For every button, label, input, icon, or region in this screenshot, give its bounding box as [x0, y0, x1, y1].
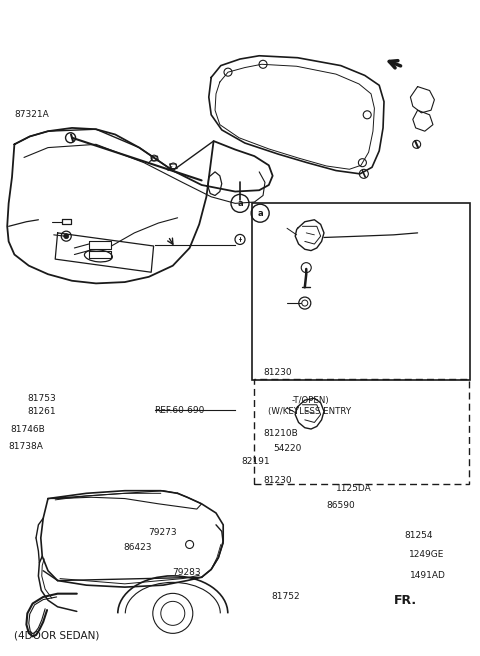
Text: FR.: FR. [394, 594, 417, 607]
Text: 81210B: 81210B [263, 429, 298, 438]
Bar [252, 203, 470, 380]
Text: 81261: 81261 [28, 407, 57, 416]
Text: 87321A: 87321A [14, 110, 49, 119]
Text: 1125DA: 1125DA [336, 484, 372, 493]
Text: 81746B: 81746B [11, 425, 45, 434]
Text: REF.60-690: REF.60-690 [155, 406, 205, 415]
Circle shape [64, 234, 69, 239]
Text: 81753: 81753 [28, 394, 57, 403]
Text: 86590: 86590 [326, 501, 355, 510]
Text: 81254: 81254 [404, 531, 432, 540]
Text: a: a [257, 209, 263, 218]
Text: a: a [237, 199, 243, 208]
Bar [254, 379, 469, 484]
Text: 81230: 81230 [263, 368, 292, 377]
Text: 79273: 79273 [148, 528, 177, 537]
Text: 1491AD: 1491AD [410, 571, 446, 581]
Text: 81738A: 81738A [9, 441, 44, 451]
Text: 1249GE: 1249GE [409, 550, 445, 559]
Text: 81230: 81230 [263, 476, 292, 485]
Text: 54220: 54220 [274, 444, 302, 453]
Text: 79283: 79283 [172, 567, 201, 577]
Text: 81752: 81752 [271, 592, 300, 602]
Text: 82191: 82191 [241, 457, 270, 466]
Text: (W/KEYLESS ENTRY: (W/KEYLESS ENTRY [268, 407, 351, 416]
Text: (4DOOR SEDAN): (4DOOR SEDAN) [14, 630, 100, 640]
Text: -T/OPEN): -T/OPEN) [292, 396, 329, 405]
Text: 86423: 86423 [123, 543, 152, 552]
